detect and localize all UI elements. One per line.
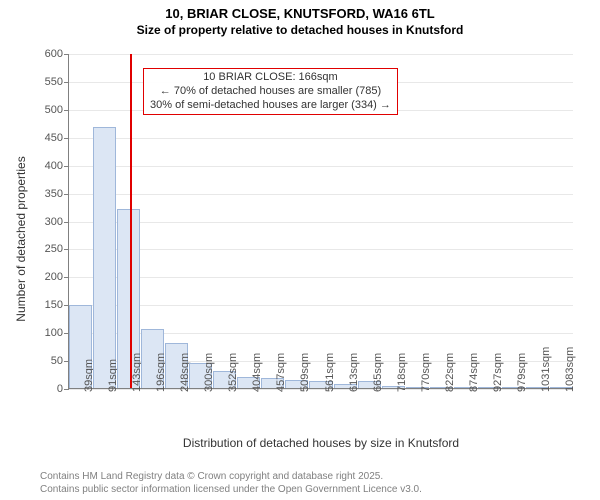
gridline (69, 277, 573, 278)
gridline (69, 194, 573, 195)
y-tick-label: 400 (45, 160, 69, 172)
chart-title-subtitle: Size of property relative to detached ho… (0, 23, 600, 37)
gridline (69, 138, 573, 139)
y-tick-label: 350 (45, 188, 69, 200)
chart-header: 10, BRIAR CLOSE, KNUTSFORD, WA16 6TL Siz… (0, 0, 600, 37)
y-tick-label: 0 (57, 383, 69, 395)
plot-area: Distribution of detached houses by size … (68, 54, 573, 389)
histogram-bar (93, 127, 116, 388)
y-tick-label: 100 (45, 327, 69, 339)
gridline (69, 249, 573, 250)
gridline (69, 222, 573, 223)
y-tick-label: 550 (45, 76, 69, 88)
y-tick-label: 50 (51, 355, 69, 367)
chart-footer: Contains HM Land Registry data © Crown c… (0, 471, 600, 496)
y-tick-label: 150 (45, 299, 69, 311)
gridline (69, 305, 573, 306)
footer-line-1: Contains HM Land Registry data © Crown c… (40, 471, 600, 484)
gridline (69, 166, 573, 167)
callout-line-1: 10 BRIAR CLOSE: 166sqm (150, 71, 391, 85)
property-marker-line (130, 54, 132, 388)
callout-line-2: ← 70% of detached houses are smaller (78… (150, 85, 391, 99)
y-tick-label: 200 (45, 271, 69, 283)
callout-box: 10 BRIAR CLOSE: 166sqm← 70% of detached … (143, 68, 398, 115)
y-tick-label: 450 (45, 132, 69, 144)
footer-line-2: Contains public sector information licen… (40, 484, 600, 497)
y-tick-label: 300 (45, 216, 69, 228)
gridline (69, 54, 573, 55)
y-tick-label: 600 (45, 48, 69, 60)
x-tick-label: 1031sqm (540, 347, 552, 392)
y-axis-label: Number of detached properties (14, 156, 28, 321)
y-tick-label: 500 (45, 104, 69, 116)
chart-container: Number of detached properties Distributi… (0, 44, 600, 434)
chart-title-address: 10, BRIAR CLOSE, KNUTSFORD, WA16 6TL (0, 6, 600, 21)
x-axis-label: Distribution of detached houses by size … (69, 436, 573, 450)
callout-line-3: 30% of semi-detached houses are larger (… (150, 99, 391, 113)
y-tick-label: 250 (45, 243, 69, 255)
x-tick-label: 1083sqm (564, 347, 576, 392)
